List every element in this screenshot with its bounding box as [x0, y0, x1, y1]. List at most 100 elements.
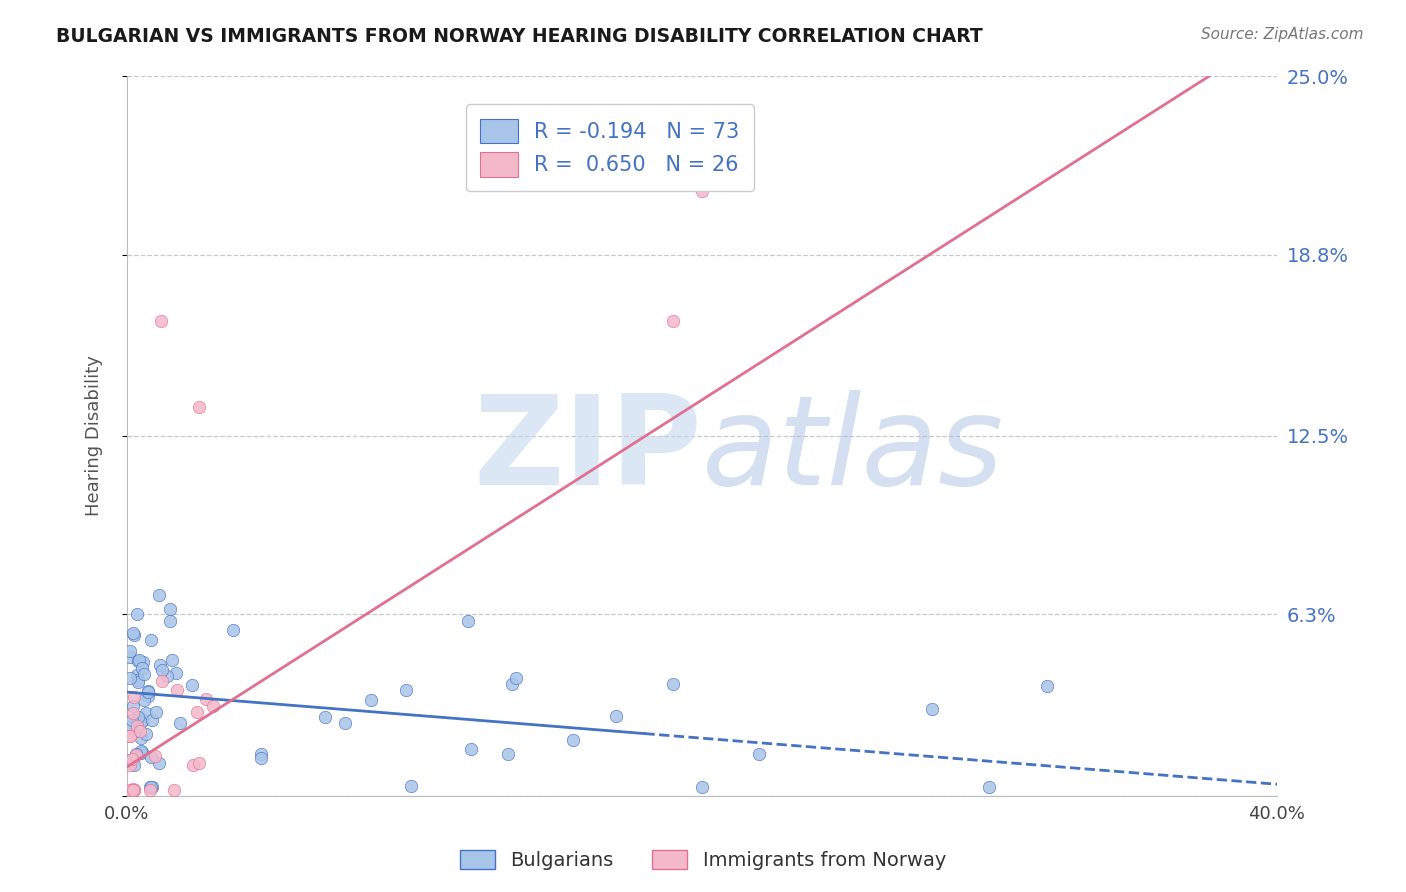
Point — [121, 782, 143, 797]
Point — [460, 742, 482, 756]
Point — [395, 682, 418, 697]
Point — [457, 614, 479, 628]
Point — [127, 673, 149, 687]
Point — [127, 667, 149, 681]
Point — [150, 314, 173, 328]
Point — [401, 779, 423, 793]
Point — [118, 720, 141, 734]
Point — [129, 743, 152, 757]
Point — [129, 714, 152, 729]
Point — [690, 184, 713, 198]
Point — [122, 783, 145, 797]
Point — [122, 783, 145, 797]
Point — [127, 675, 149, 690]
Point — [149, 658, 172, 673]
Point — [124, 723, 146, 738]
Point — [122, 757, 145, 772]
Point — [145, 706, 167, 720]
Point — [118, 671, 141, 685]
Point — [136, 683, 159, 698]
Point — [921, 701, 943, 715]
Point — [221, 624, 243, 638]
Point — [159, 602, 181, 616]
Point — [181, 678, 204, 692]
Point — [250, 747, 273, 761]
Point — [129, 723, 152, 738]
Point — [314, 710, 336, 724]
Point — [129, 731, 152, 745]
Point — [118, 730, 141, 744]
Point — [155, 668, 177, 682]
Point — [561, 732, 583, 747]
Point — [122, 783, 145, 797]
Point — [159, 614, 181, 628]
Text: ZIP: ZIP — [474, 390, 702, 511]
Point — [122, 706, 145, 720]
Point — [132, 713, 155, 727]
Point — [131, 745, 153, 759]
Point — [139, 783, 162, 797]
Point — [124, 628, 146, 642]
Point — [131, 661, 153, 675]
Point — [141, 714, 163, 728]
Point — [132, 666, 155, 681]
Point — [124, 747, 146, 761]
Point — [136, 685, 159, 699]
Point — [131, 746, 153, 760]
Text: atlas: atlas — [702, 390, 1004, 511]
Point — [125, 607, 148, 621]
Point — [121, 752, 143, 766]
Point — [360, 693, 382, 707]
Point — [132, 692, 155, 706]
Text: BULGARIAN VS IMMIGRANTS FROM NORWAY HEARING DISABILITY CORRELATION CHART: BULGARIAN VS IMMIGRANTS FROM NORWAY HEAR… — [56, 27, 983, 45]
Point — [187, 756, 209, 770]
Point — [139, 750, 162, 764]
Point — [662, 314, 685, 328]
Point — [163, 783, 186, 797]
Point — [690, 780, 713, 794]
Legend: Bulgarians, Immigrants from Norway: Bulgarians, Immigrants from Norway — [451, 842, 955, 878]
Point — [136, 689, 159, 703]
Point — [181, 758, 204, 772]
Point — [160, 653, 183, 667]
Point — [202, 699, 225, 714]
Point — [165, 665, 187, 680]
Point — [186, 705, 208, 719]
Point — [127, 710, 149, 724]
Point — [501, 677, 523, 691]
Point — [128, 653, 150, 667]
Point — [605, 709, 627, 723]
Point — [127, 654, 149, 668]
Point — [122, 698, 145, 713]
Point — [127, 719, 149, 733]
Point — [118, 644, 141, 658]
Point — [139, 780, 162, 794]
Point — [135, 727, 157, 741]
Point — [143, 749, 166, 764]
Point — [150, 673, 173, 688]
Point — [496, 747, 519, 762]
Point — [118, 783, 141, 797]
Point — [166, 682, 188, 697]
Point — [122, 690, 145, 704]
Point — [124, 748, 146, 763]
Point — [121, 713, 143, 727]
Point — [662, 677, 685, 691]
Point — [135, 706, 157, 720]
Point — [1036, 680, 1059, 694]
Point — [187, 400, 209, 414]
Point — [748, 747, 770, 761]
Point — [150, 663, 173, 677]
Point — [148, 588, 170, 602]
Point — [979, 780, 1001, 794]
Y-axis label: Hearing Disability: Hearing Disability — [86, 355, 103, 516]
Point — [120, 650, 142, 665]
Text: Source: ZipAtlas.com: Source: ZipAtlas.com — [1201, 27, 1364, 42]
Point — [122, 625, 145, 640]
Point — [148, 756, 170, 771]
Legend: R = -0.194   N = 73, R =  0.650   N = 26: R = -0.194 N = 73, R = 0.650 N = 26 — [465, 104, 754, 191]
Point — [118, 758, 141, 772]
Point — [333, 716, 356, 731]
Point — [195, 692, 218, 706]
Point — [139, 633, 162, 648]
